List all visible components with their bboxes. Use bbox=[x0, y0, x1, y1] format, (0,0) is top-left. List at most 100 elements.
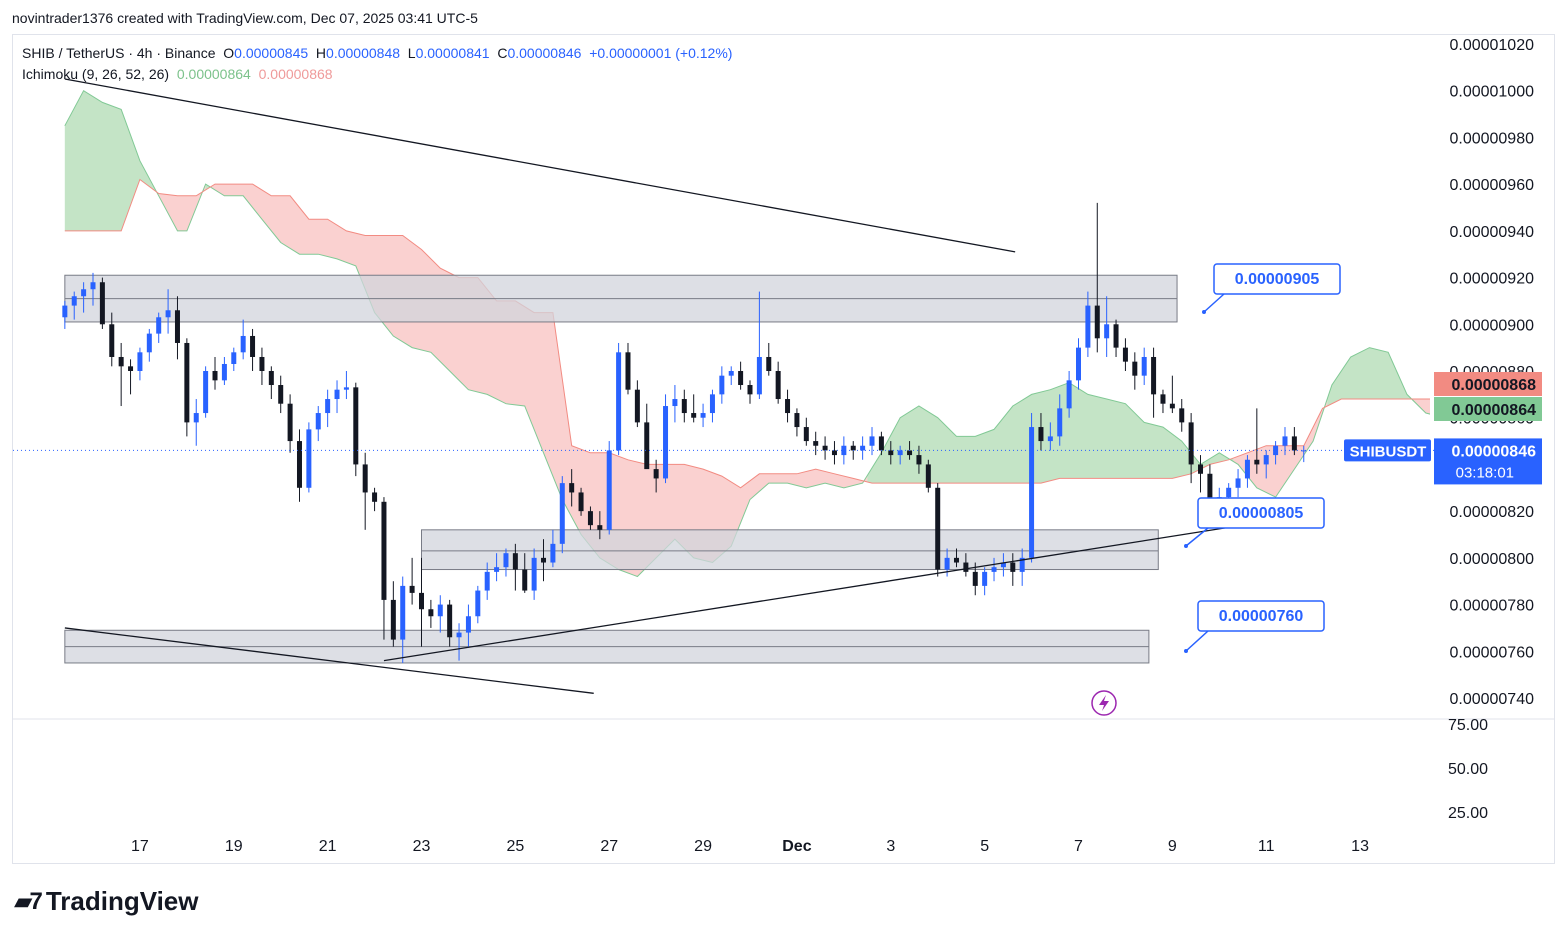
candle-bullish bbox=[1057, 408, 1063, 437]
candle-bearish bbox=[1188, 422, 1194, 465]
candle-bearish bbox=[174, 310, 180, 343]
candle-bullish bbox=[306, 429, 312, 488]
candle-bearish bbox=[428, 609, 434, 617]
callout-anchor bbox=[1202, 310, 1206, 314]
x-axis-tick-label: 7 bbox=[1074, 838, 1083, 855]
candle-bearish bbox=[747, 385, 753, 395]
high-label: H bbox=[315, 45, 327, 61]
candle-bullish bbox=[663, 406, 669, 479]
price-callout-label: 0.00000805 bbox=[1219, 505, 1304, 522]
candle-bearish bbox=[907, 450, 913, 456]
change-value: +0.00000001 (+0.12%) bbox=[589, 45, 733, 61]
ichimoku-legend[interactable]: Ichimoku (9, 26, 52, 26) 0.00000864 0.00… bbox=[22, 66, 333, 82]
candle-bullish bbox=[221, 363, 227, 381]
ichimoku-axis-badge bbox=[1434, 397, 1542, 421]
candle-bearish bbox=[419, 592, 424, 610]
ichimoku-axis-badge bbox=[1434, 372, 1542, 396]
bar-countdown: 03:18:01 bbox=[1456, 464, 1514, 481]
candle-bullish bbox=[240, 335, 246, 353]
cloud-bullish-segment bbox=[64, 90, 159, 231]
candle-bearish bbox=[259, 356, 265, 371]
candle-bullish bbox=[719, 375, 725, 395]
candle-bullish bbox=[456, 632, 462, 638]
candle-bullish bbox=[944, 557, 950, 570]
candle-bearish bbox=[99, 282, 105, 325]
plot-area bbox=[62, 78, 1430, 694]
candle-bearish bbox=[1132, 361, 1138, 376]
close-value: 0.00000846 bbox=[507, 45, 582, 61]
callout-pointer bbox=[1185, 527, 1209, 547]
candle-bearish bbox=[409, 585, 415, 593]
ichimoku-axis-value: 0.00000864 bbox=[1451, 402, 1536, 419]
candle-bullish bbox=[71, 296, 77, 306]
candle-bullish bbox=[1273, 445, 1279, 456]
candle-bearish bbox=[1179, 408, 1185, 423]
ichimoku-axis-value: 0.00000868 bbox=[1451, 377, 1536, 394]
callout-pointer bbox=[1185, 630, 1209, 652]
y-axis-tick-label: 0.00000820 bbox=[1449, 504, 1534, 521]
candle-bearish bbox=[184, 342, 190, 423]
candle-bearish bbox=[522, 569, 528, 591]
symbol-label[interactable]: SHIB / TetherUS · 4h · Binance bbox=[22, 45, 216, 61]
candle-bullish bbox=[315, 413, 321, 430]
candle-bullish bbox=[982, 571, 988, 586]
candle-bullish bbox=[991, 567, 997, 572]
candle-bullish bbox=[193, 413, 199, 423]
x-axis-tick-label: 17 bbox=[131, 838, 149, 855]
ohlc-legend: SHIB / TetherUS · 4h · Binance O0.000008… bbox=[22, 45, 732, 61]
y-axis-tick-label: 0.00001020 bbox=[1449, 37, 1534, 54]
x-axis-tick-label: 23 bbox=[413, 838, 431, 855]
y-axis-tick-label: 0.00001000 bbox=[1449, 84, 1534, 101]
candle-bullish bbox=[550, 543, 556, 563]
candle-bearish bbox=[634, 389, 640, 423]
candle-bearish bbox=[831, 450, 837, 456]
candle-bearish bbox=[822, 445, 828, 451]
candle-bearish bbox=[625, 352, 631, 390]
candle-bearish bbox=[278, 385, 284, 404]
candle-bullish bbox=[1000, 562, 1006, 568]
cloud-bearish-segment bbox=[210, 184, 868, 577]
candle-bearish bbox=[128, 366, 134, 371]
candle-bullish bbox=[531, 557, 537, 591]
candle-bearish bbox=[803, 427, 809, 442]
price-callout bbox=[1213, 263, 1341, 295]
x-axis-tick-label: Dec bbox=[782, 838, 811, 855]
open-value: 0.00000845 bbox=[234, 45, 309, 61]
ichimoku-b-value: 0.00000868 bbox=[258, 66, 333, 82]
cloud-bullish-segment bbox=[1327, 347, 1412, 406]
candle-bearish bbox=[1291, 436, 1297, 451]
x-axis-tick-label: 29 bbox=[694, 838, 712, 855]
candle-bullish bbox=[465, 616, 471, 633]
candle-bearish bbox=[287, 403, 293, 442]
price-callout-label: 0.00000905 bbox=[1235, 271, 1320, 288]
chart-frame[interactable] bbox=[12, 34, 1555, 864]
y-axis-tick-label: 0.00000920 bbox=[1449, 271, 1534, 288]
candle-bullish bbox=[334, 389, 340, 400]
candle-bullish bbox=[1263, 455, 1269, 465]
candle-bearish bbox=[390, 599, 396, 640]
candle-bearish bbox=[541, 557, 547, 563]
candle-bearish bbox=[569, 483, 575, 493]
attribution: novintrader1376 created with TradingView… bbox=[12, 10, 478, 26]
candle-bullish bbox=[343, 387, 349, 390]
close-label: C bbox=[497, 45, 508, 61]
tradingview-logo-icon: ▰7 bbox=[14, 888, 43, 915]
candle-bearish bbox=[1094, 305, 1100, 339]
candle-bearish bbox=[963, 562, 969, 572]
candle-bearish bbox=[597, 525, 603, 530]
y-axis-tick-label: 0.00000940 bbox=[1449, 224, 1534, 241]
candle-bearish bbox=[447, 604, 453, 638]
candle-bearish bbox=[785, 399, 791, 414]
candle-bullish bbox=[90, 282, 96, 290]
last-price-value: 0.00000846 bbox=[1451, 443, 1536, 460]
candle-bearish bbox=[972, 571, 978, 586]
tradingview-logo[interactable]: ▰7 TradingView bbox=[14, 886, 199, 917]
callout-anchor bbox=[1184, 544, 1188, 548]
x-axis-tick-label: 5 bbox=[980, 838, 989, 855]
candle-bullish bbox=[841, 445, 847, 456]
candle-bullish bbox=[728, 371, 734, 376]
candle-bearish bbox=[925, 464, 931, 488]
candle-bullish bbox=[1282, 436, 1288, 446]
oscillator-tick-label: 25.00 bbox=[1448, 805, 1488, 822]
